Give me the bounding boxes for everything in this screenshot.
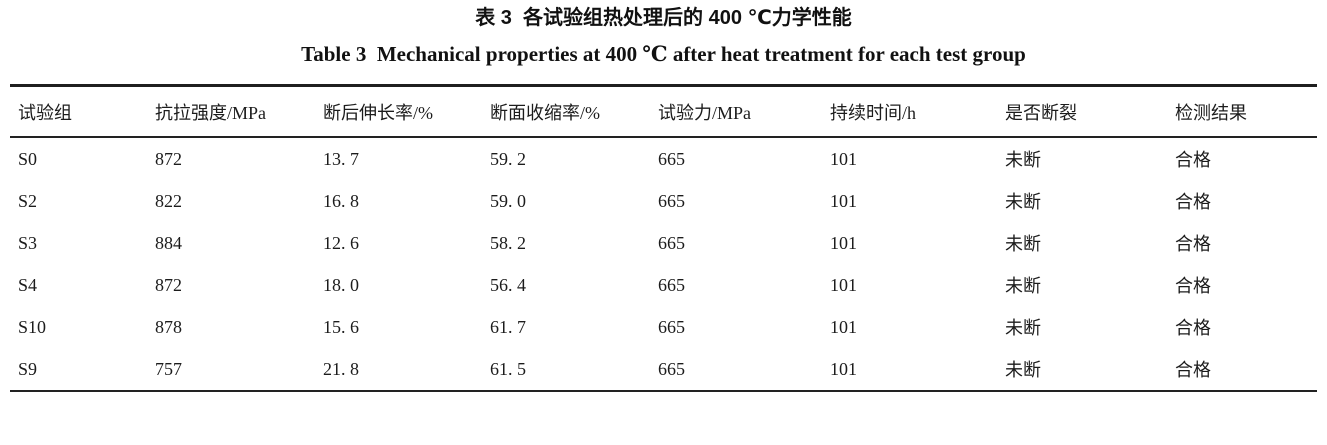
- cell-result: 合格: [1175, 276, 1211, 296]
- cell-requirement-label: HB7726— 2002 要求: [10, 390, 147, 445]
- mechanical-properties-table: 试验组 抗拉强度/MPa 断后伸长率/% 断面收缩率/% 试验力/MPa 持续时…: [10, 84, 1317, 445]
- column-header-tensile-strength: 抗拉强度/MPa: [147, 85, 315, 138]
- cell-reduction-requirement: ≥38: [482, 390, 650, 445]
- cell-force-requirement: 665: [650, 390, 822, 445]
- cell-fractured: 未断: [1005, 276, 1041, 296]
- cell-fractured: 未断: [1005, 360, 1041, 380]
- cell-duration: 101: [830, 316, 857, 337]
- table-row: S0 872 13. 7 59. 2 665 101 未断 合格: [10, 137, 1317, 180]
- cell-tensile: 822: [155, 190, 182, 211]
- column-header-elongation: 断后伸长率/%: [315, 85, 482, 138]
- cell-result: 合格: [1175, 150, 1211, 170]
- cell-reduction: 59. 0: [490, 190, 526, 211]
- cell-tensile: 884: [155, 232, 182, 253]
- cell-tensile: 872: [155, 274, 182, 295]
- cell-result: 合格: [1175, 318, 1211, 338]
- cell-force: 665: [658, 190, 685, 211]
- cell-result-requirement: —: [1167, 390, 1317, 445]
- table-row: S4 872 18. 0 56. 4 665 101 未断 合格: [10, 264, 1317, 306]
- cell-group: S2: [18, 190, 38, 211]
- cell-elongation: 13. 7: [323, 148, 359, 169]
- header-row: 试验组 抗拉强度/MPa 断后伸长率/% 断面收缩率/% 试验力/MPa 持续时…: [10, 85, 1317, 138]
- cell-reduction: 58. 2: [490, 232, 526, 253]
- column-header-test-force: 试验力/MPa: [650, 85, 822, 138]
- column-header-test-group: 试验组: [10, 85, 147, 138]
- cell-group: S3: [18, 232, 38, 253]
- cell-fractured: 未断: [1005, 318, 1041, 338]
- cell-tensile-requirement: ≥735: [147, 390, 315, 445]
- cell-result: 合格: [1175, 192, 1211, 212]
- cell-group: S0: [18, 148, 38, 169]
- cell-reduction: 56. 4: [490, 274, 526, 295]
- column-header-reduction-of-area: 断面收缩率/%: [482, 85, 650, 138]
- cell-elongation: 12. 6: [323, 232, 359, 253]
- cell-tensile: 878: [155, 316, 182, 337]
- cell-elongation-requirement: ≥12: [315, 390, 482, 445]
- cell-elongation: 18. 0: [323, 274, 359, 295]
- cell-force: 665: [658, 232, 685, 253]
- cell-duration: 101: [830, 274, 857, 295]
- cell-reduction: 61. 7: [490, 316, 526, 337]
- cell-force: 665: [658, 316, 685, 337]
- cell-duration: 101: [830, 358, 857, 379]
- cell-fractured: 未断: [1005, 234, 1041, 254]
- cell-force: 665: [658, 148, 685, 169]
- cell-tensile: 872: [155, 148, 182, 169]
- table-title-chinese: 表 3 各试验组热处理后的 400 ℃力学性能: [475, 7, 852, 29]
- cell-force: 665: [658, 274, 685, 295]
- cell-duration: 101: [830, 148, 857, 169]
- cell-group: S10: [18, 316, 47, 337]
- cell-elongation: 16. 8: [323, 190, 359, 211]
- cell-fractured: 未断: [1005, 150, 1041, 170]
- table-row: S9 757 21. 8 61. 5 665 101 未断 合格: [10, 348, 1317, 391]
- cell-duration: 101: [830, 190, 857, 211]
- cell-elongation: 15. 6: [323, 316, 359, 337]
- cell-result: 合格: [1175, 234, 1211, 254]
- column-header-result: 检测结果: [1167, 85, 1317, 138]
- table-row: S2 822 16. 8 59. 0 665 101 未断 合格: [10, 180, 1317, 222]
- cell-reduction: 59. 2: [490, 148, 526, 169]
- column-header-fractured: 是否断裂: [997, 85, 1167, 138]
- column-header-duration: 持续时间/h: [822, 85, 997, 138]
- cell-group: S9: [18, 358, 38, 379]
- cell-result: 合格: [1175, 360, 1211, 380]
- cell-reduction: 61. 5: [490, 358, 526, 379]
- cell-group: S4: [18, 274, 38, 295]
- requirement-row: HB7726— 2002 要求 ≥735 ≥12 ≥38 665 ≥100 — …: [10, 390, 1317, 445]
- cell-duration-requirement: ≥100: [822, 390, 997, 445]
- cell-fractured: 未断: [1005, 192, 1041, 212]
- table-title-english: Table 3 Mechanical properties at 400 ℃ a…: [301, 42, 1026, 66]
- cell-elongation: 21. 8: [323, 358, 359, 379]
- cell-tensile: 757: [155, 358, 182, 379]
- cell-force: 665: [658, 358, 685, 379]
- cell-duration: 101: [830, 232, 857, 253]
- table-row: S3 884 12. 6 58. 2 665 101 未断 合格: [10, 222, 1317, 264]
- table-row: S10 878 15. 6 61. 7 665 101 未断 合格: [10, 306, 1317, 348]
- cell-fractured-requirement: —: [997, 390, 1167, 445]
